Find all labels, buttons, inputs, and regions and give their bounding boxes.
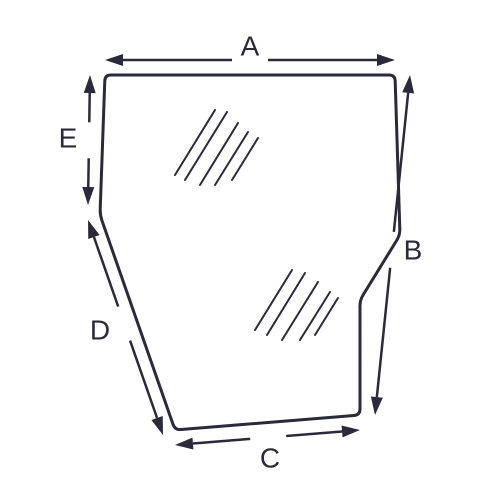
glass-hatch-group-1 (255, 270, 338, 340)
dimension-label-A: A (241, 30, 260, 61)
hatch-line (215, 132, 248, 185)
dimension-arrowhead (371, 396, 383, 415)
dimension-line (130, 341, 157, 418)
dimension-label-C: C (260, 442, 280, 473)
hatch-line (255, 270, 292, 330)
hatch-line (315, 298, 338, 335)
dimension-arrowhead (84, 75, 96, 93)
dimension-C: C (193, 431, 342, 473)
dimension-arrowhead (377, 54, 395, 66)
dimension-B: B (377, 93, 423, 397)
dimension-E: E (59, 93, 90, 187)
dimension-line (377, 268, 390, 397)
hatch-line (185, 112, 227, 180)
dimension-label-D: D (90, 314, 110, 345)
hatch-line (300, 292, 330, 340)
dimension-arrowhead (105, 54, 123, 66)
hatch-line (282, 282, 318, 340)
dimension-label-E: E (59, 122, 78, 153)
dimension-line (286, 431, 342, 436)
dimension-arrowhead (82, 187, 94, 205)
dimension-arrowhead (175, 438, 193, 450)
dimension-arrowhead (402, 75, 414, 94)
dimension-A: A (123, 30, 377, 61)
dimension-arrowhead (88, 220, 100, 239)
dimension-D: D (90, 237, 157, 418)
dimension-arrowhead (151, 416, 163, 435)
hatch-line (200, 123, 238, 185)
glass-hatch-group-0 (175, 110, 258, 185)
dimension-diagram: A B C D E (0, 0, 500, 500)
glass-panel-outline (100, 75, 400, 430)
dimension-line (193, 439, 250, 444)
hatch-line (267, 273, 305, 335)
dimension-line (94, 237, 118, 307)
dimension-label-B: B (404, 234, 423, 265)
hatch-line (232, 138, 258, 180)
dimension-arrowhead (342, 425, 360, 437)
